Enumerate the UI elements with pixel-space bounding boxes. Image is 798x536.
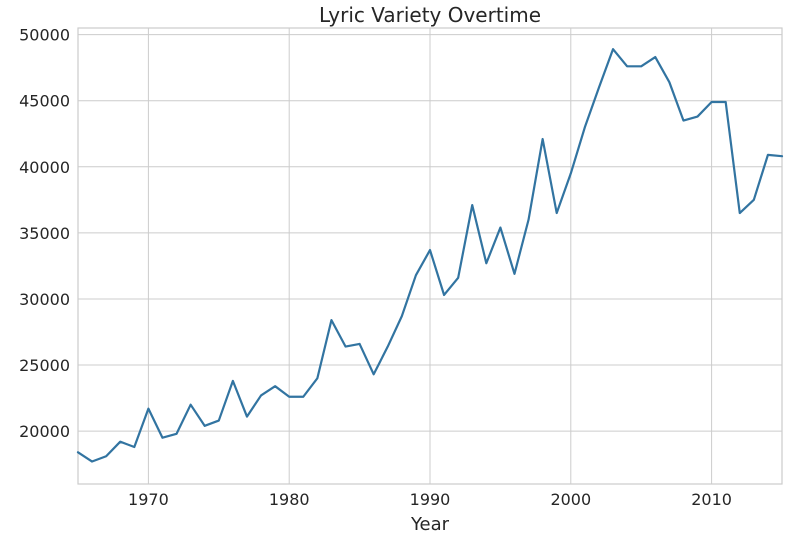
y-tick-label: 35000 (19, 224, 70, 243)
data-point (527, 219, 530, 221)
data-point (513, 273, 516, 275)
data-point (246, 415, 248, 418)
data-point (415, 274, 417, 276)
data-point (330, 319, 333, 321)
data-point (556, 212, 558, 214)
y-tick-label: 25000 (19, 356, 70, 375)
data-point (344, 345, 347, 348)
y-tick-label: 20000 (19, 422, 70, 441)
data-point (654, 56, 656, 58)
x-tick-label: 1970 (128, 490, 169, 509)
data-point (175, 433, 178, 435)
x-tick-label: 2000 (550, 490, 591, 509)
data-point (598, 86, 600, 89)
data-point (387, 345, 389, 348)
data-point (471, 204, 473, 206)
data-point (725, 101, 727, 103)
series-layer (76, 48, 784, 463)
x-tick-label: 2010 (691, 490, 732, 509)
data-point (133, 446, 135, 448)
data-point (274, 385, 276, 387)
data-point (218, 419, 220, 422)
data-point (457, 277, 459, 279)
data-point (542, 138, 544, 140)
plot-frame (77, 27, 783, 485)
data-point (401, 315, 403, 317)
data-point (626, 65, 628, 67)
x-tick-labels: 1970 1980 1990 2000 2010 (128, 490, 732, 509)
data-point (612, 48, 614, 50)
data-point (485, 262, 487, 264)
data-point (302, 396, 304, 398)
chart-title: Lyric Variety Overtime (319, 3, 541, 27)
data-point (570, 172, 572, 174)
data-point (682, 119, 685, 122)
y-tick-label: 50000 (19, 26, 70, 45)
y-tick-labels: 20000 25000 30000 35000 40000 45000 50000 (19, 26, 70, 442)
data-point (443, 294, 445, 296)
data-point (204, 425, 206, 427)
data-point (767, 154, 769, 156)
data-point (711, 101, 713, 103)
data-point (373, 373, 375, 375)
data-point (359, 343, 361, 345)
data-point (260, 394, 262, 397)
data-point (584, 126, 586, 128)
data-point (119, 441, 121, 443)
data-point (696, 115, 699, 118)
y-tick-label: 45000 (19, 92, 70, 111)
data-point (640, 65, 642, 67)
data-point (781, 155, 783, 157)
data-point (429, 249, 431, 251)
data-point (105, 455, 107, 457)
data-point (147, 408, 149, 410)
x-tick-label: 1990 (410, 490, 451, 509)
x-tick-label: 1980 (269, 490, 310, 509)
x-axis-label: Year (410, 514, 450, 535)
grid (78, 28, 782, 484)
data-point (499, 226, 501, 229)
data-point (668, 81, 670, 83)
data-point (190, 404, 192, 406)
data-point (288, 396, 290, 398)
data-point (753, 199, 755, 201)
y-tick-label: 40000 (19, 158, 70, 177)
data-point (91, 460, 93, 463)
data-point (77, 451, 79, 453)
data-point (232, 380, 234, 382)
data-point (161, 437, 164, 439)
data-point (316, 377, 318, 379)
y-tick-label: 30000 (19, 290, 70, 309)
data-point (739, 212, 741, 214)
